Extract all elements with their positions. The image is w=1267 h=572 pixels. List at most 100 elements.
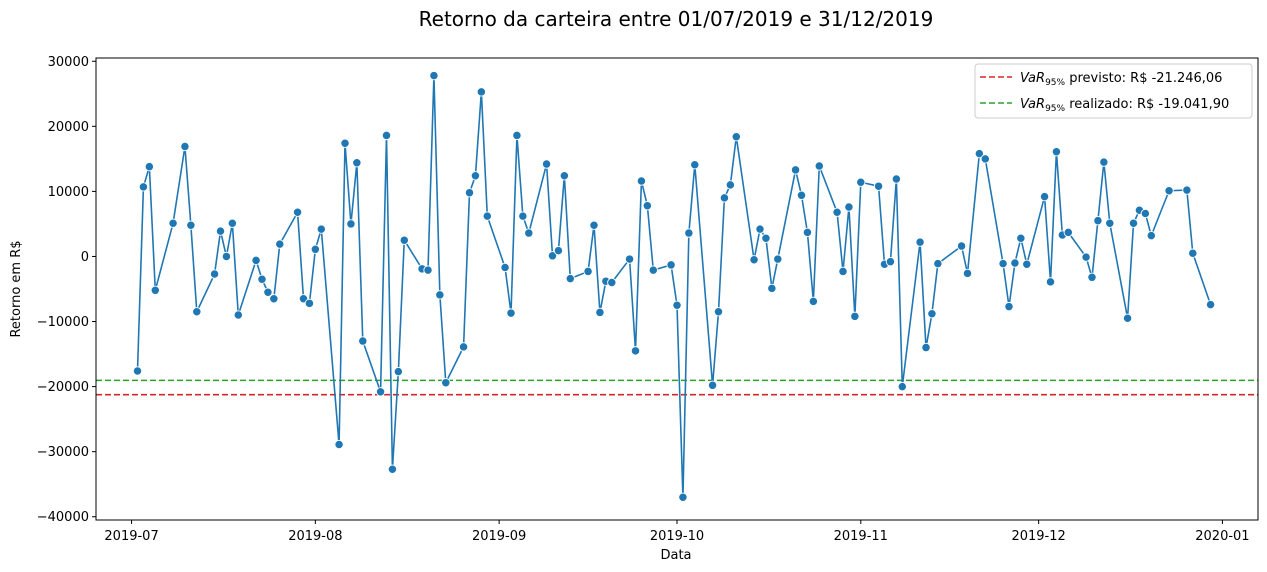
data-point-122 <box>1182 185 1192 195</box>
data-point-108 <box>1051 147 1062 157</box>
x-axis-ticks: 2019-07 2019-08 2019-09 2019-10 2019-11 2019-… <box>104 520 1250 544</box>
data-point-92 <box>897 381 907 392</box>
data-point-78 <box>790 165 801 175</box>
y-tick-label-1: 20000 <box>48 120 89 135</box>
data-point-115 <box>1105 218 1115 228</box>
data-point-2 <box>144 162 155 172</box>
data-point-34 <box>423 265 433 275</box>
data-point-61 <box>642 201 653 211</box>
data-point-42 <box>482 211 492 221</box>
data-point-95 <box>927 309 937 319</box>
data-point-32 <box>399 235 409 245</box>
data-point-40 <box>470 171 481 181</box>
data-point-103 <box>1010 258 1020 268</box>
y-tick-label-5: −20000 <box>37 380 89 395</box>
data-point-80 <box>802 227 813 238</box>
data-point-8 <box>209 269 220 279</box>
y-tick-label-7: −40000 <box>37 510 89 525</box>
x-tick-label-1: 2019-08 <box>288 529 342 544</box>
data-point-75 <box>761 233 771 243</box>
data-point-54 <box>589 220 599 230</box>
data-point-113 <box>1093 216 1103 226</box>
data-point-31 <box>393 366 404 377</box>
data-point-74 <box>755 224 765 234</box>
y-tick-label-3: 0 <box>81 250 89 265</box>
data-point-14 <box>257 274 267 284</box>
data-point-11 <box>227 218 238 228</box>
data-point-53 <box>583 266 593 277</box>
data-point-26 <box>352 158 362 168</box>
data-point-22 <box>316 224 326 234</box>
data-point-29 <box>381 130 392 141</box>
data-point-45 <box>512 130 522 141</box>
legend-label-0: VaR95% previsto: R$ -21.246,06 <box>1020 71 1222 88</box>
data-point-48 <box>541 159 552 169</box>
data-point-114 <box>1099 157 1109 167</box>
data-point-4 <box>168 218 178 228</box>
data-point-25 <box>346 219 356 229</box>
data-point-104 <box>1016 233 1026 243</box>
data-point-73 <box>749 255 759 265</box>
data-point-44 <box>506 308 516 318</box>
data-point-106 <box>1039 191 1050 202</box>
data-point-99 <box>974 148 985 159</box>
data-point-63 <box>666 260 676 270</box>
data-point-67 <box>690 160 700 170</box>
x-tick-label-6: 2020-01 <box>1195 529 1249 544</box>
data-point-55 <box>595 307 605 318</box>
data-point-52 <box>565 273 575 284</box>
data-point-110 <box>1063 227 1073 238</box>
data-point-38 <box>458 342 469 352</box>
data-point-10 <box>221 251 232 262</box>
chart-title: Retorno da carteira entre 01/07/2019 e 3… <box>419 7 934 31</box>
data-point-0 <box>132 366 143 376</box>
data-point-71 <box>725 180 736 190</box>
data-point-82 <box>814 161 824 171</box>
legend-label-1: VaR95% realizado: R$ -19.041,90 <box>1020 97 1229 114</box>
y-tick-label-6: −30000 <box>37 445 89 460</box>
data-point-101 <box>998 258 1008 269</box>
data-point-93 <box>915 237 925 247</box>
data-point-121 <box>1164 186 1174 196</box>
data-point-57 <box>607 277 617 288</box>
data-point-123 <box>1188 248 1198 258</box>
data-point-98 <box>962 268 973 279</box>
data-point-77 <box>773 254 783 264</box>
data-point-46 <box>518 211 528 221</box>
data-point-66 <box>684 228 694 238</box>
x-axis-label: Data <box>660 548 691 563</box>
data-point-28 <box>375 387 386 397</box>
data-point-17 <box>275 239 285 249</box>
data-point-60 <box>636 176 647 186</box>
data-point-72 <box>731 132 741 142</box>
data-point-59 <box>630 346 641 356</box>
y-tick-label-4: −10000 <box>37 315 89 330</box>
data-point-9 <box>215 226 226 236</box>
data-point-51 <box>559 171 570 181</box>
data-point-16 <box>269 294 279 304</box>
data-point-62 <box>648 265 658 275</box>
data-point-12 <box>233 310 243 320</box>
plot-area <box>96 58 1258 520</box>
data-point-69 <box>713 307 724 317</box>
data-point-5 <box>180 141 190 152</box>
data-point-7 <box>192 307 202 317</box>
data-point-111 <box>1081 252 1091 262</box>
data-point-20 <box>304 298 315 308</box>
data-point-15 <box>263 287 273 297</box>
data-point-90 <box>885 257 896 267</box>
data-point-76 <box>767 283 777 293</box>
data-point-79 <box>796 190 807 200</box>
data-point-36 <box>435 290 445 300</box>
data-point-21 <box>310 244 321 254</box>
data-point-3 <box>150 285 160 295</box>
data-point-107 <box>1045 277 1056 287</box>
x-tick-label-4: 2019-11 <box>834 529 888 544</box>
data-point-97 <box>956 241 967 251</box>
data-point-1 <box>138 182 149 192</box>
data-point-120 <box>1146 230 1156 241</box>
data-point-27 <box>358 336 368 346</box>
data-point-35 <box>429 70 439 81</box>
data-point-85 <box>844 202 854 212</box>
